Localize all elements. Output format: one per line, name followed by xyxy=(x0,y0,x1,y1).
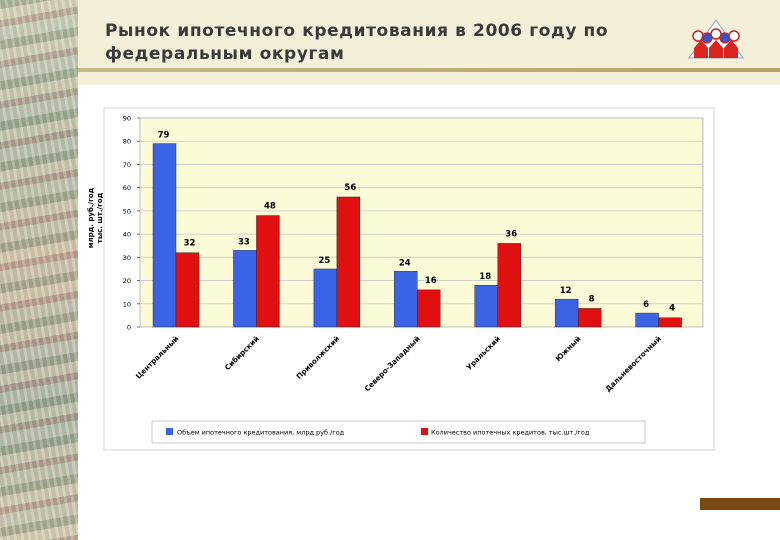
data-label: 16 xyxy=(425,276,437,286)
bar-volume xyxy=(233,250,257,328)
data-label: 24 xyxy=(399,258,411,268)
data-label: 8 xyxy=(589,294,595,304)
data-label: 56 xyxy=(344,183,356,193)
bar-volume xyxy=(474,285,498,328)
legend-swatch-series-2 xyxy=(421,428,428,435)
decorative-banknote-strip xyxy=(0,0,78,540)
bar-volume xyxy=(313,268,338,328)
title-divider xyxy=(78,68,780,72)
data-label: 79 xyxy=(158,131,170,141)
y-tick-label: 90 xyxy=(123,115,131,123)
data-label: 36 xyxy=(505,229,517,239)
bar-volume xyxy=(394,271,418,328)
bar-count xyxy=(336,196,361,328)
bar-count xyxy=(577,308,602,328)
bar-count xyxy=(417,289,441,328)
data-label: 18 xyxy=(479,272,491,282)
legend-swatch-series-1 xyxy=(166,428,173,435)
y-tick-label: 70 xyxy=(123,161,131,169)
legend-label-series-1: Объем ипотечного кредитования, млрд.руб.… xyxy=(177,429,345,437)
legend-box xyxy=(151,420,646,444)
y-tick-label: 10 xyxy=(123,300,131,308)
chart-legend: Объем ипотечного кредитования, млрд.руб.… xyxy=(151,420,646,444)
bar-volume xyxy=(554,298,579,328)
legend-label-series-2: Количество ипотечных кредитов, тыс.шт./г… xyxy=(431,429,590,437)
emblem-icon xyxy=(688,19,744,59)
y-tick-label: 30 xyxy=(123,254,131,262)
y-tick-label: 40 xyxy=(123,231,131,239)
data-label: 4 xyxy=(669,304,675,314)
bar-volume xyxy=(152,143,177,328)
footer-accent-bar xyxy=(700,498,780,510)
data-label: 25 xyxy=(318,256,330,266)
bar-count xyxy=(658,317,682,328)
bar-count xyxy=(497,243,521,328)
bar-count xyxy=(175,252,200,328)
data-label: 33 xyxy=(238,237,250,247)
y-tick-label: 60 xyxy=(123,184,131,192)
bar-volume xyxy=(635,312,659,328)
y-tick-label: 0 xyxy=(127,324,131,332)
data-label: 12 xyxy=(560,286,572,296)
data-label: 48 xyxy=(264,202,276,212)
y-axis-label: тыс. шт./год xyxy=(96,192,104,243)
data-label: 6 xyxy=(643,300,649,310)
y-axis-label: млрд. руб./год xyxy=(87,187,95,248)
page-title: Рынок ипотечного кредитования в 2006 год… xyxy=(105,21,609,64)
y-tick-label: 80 xyxy=(123,138,131,146)
y-tick-label: 50 xyxy=(123,207,131,215)
bar-count xyxy=(256,215,280,328)
data-label: 32 xyxy=(184,239,196,249)
y-tick-label: 20 xyxy=(123,277,131,285)
